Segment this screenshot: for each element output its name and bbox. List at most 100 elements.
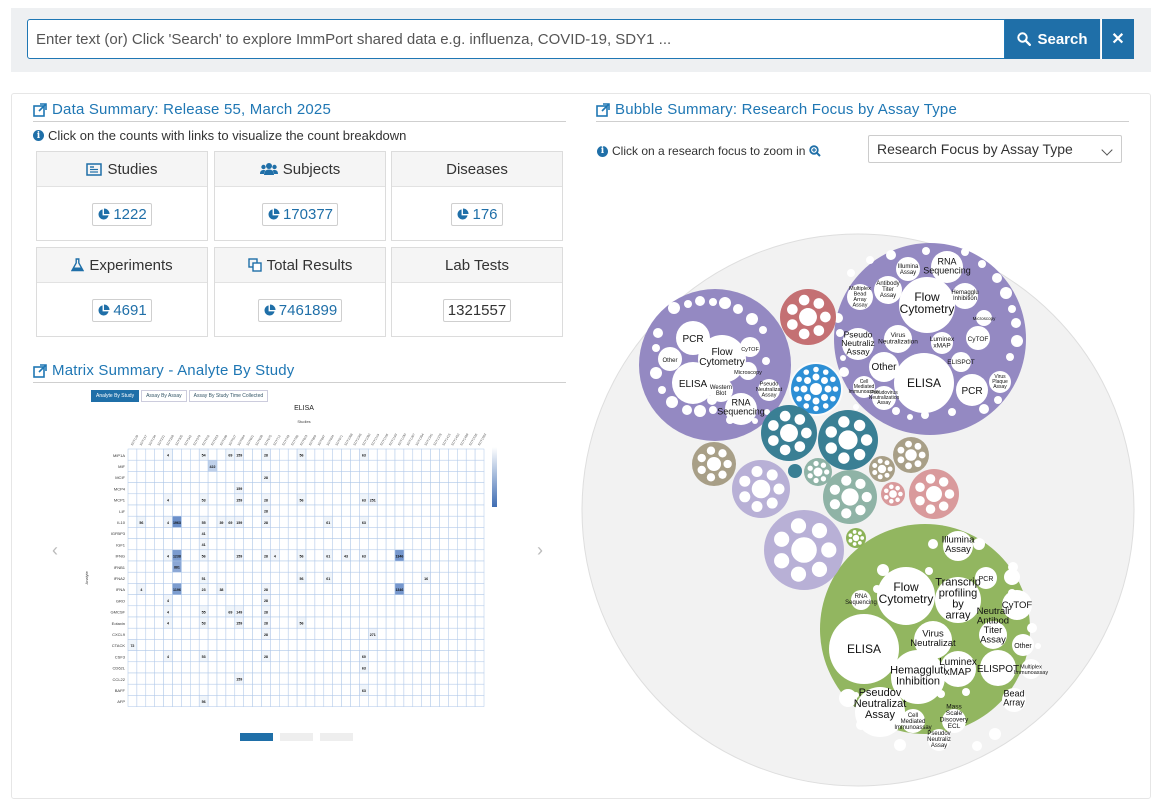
sub-bubble-cell-mediated[interactable]: [853, 376, 875, 398]
sub-bubble[interactable]: [887, 466, 893, 472]
sub-bubble[interactable]: [739, 491, 751, 503]
sub-bubble[interactable]: [779, 410, 791, 422]
matrix-cell-filled[interactable]: [296, 448, 307, 461]
sub-bubble[interactable]: [1006, 353, 1014, 361]
matrix-cell-filled[interactable]: [234, 549, 244, 562]
sub-bubble[interactable]: [848, 533, 853, 538]
sub-bubble[interactable]: [820, 393, 828, 401]
sub-bubble[interactable]: [800, 385, 808, 393]
sub-bubble[interactable]: [764, 409, 770, 415]
sub-bubble[interactable]: [855, 504, 866, 516]
sub-bubble[interactable]: [839, 689, 857, 707]
sub-bubble[interactable]: [825, 442, 837, 454]
sub-bubble[interactable]: [668, 302, 680, 314]
sub-bubble[interactable]: [992, 273, 1002, 283]
sub-bubble-flow-cytometry[interactable]: [899, 277, 955, 333]
matrix-cell-filled[interactable]: [261, 448, 271, 461]
sub-bubble[interactable]: [718, 470, 727, 479]
sub-bubble[interactable]: [682, 405, 692, 415]
sub-bubble[interactable]: [779, 444, 791, 456]
sub-bubble[interactable]: [872, 463, 878, 468]
sub-bubble[interactable]: [872, 470, 878, 475]
matrix-summary-title[interactable]: Matrix Summary - Analyte By Study: [33, 362, 295, 379]
matrix-cell-filled[interactable]: [136, 583, 147, 595]
sub-bubble[interactable]: [787, 319, 798, 330]
sub-bubble-microscopy[interactable]: [739, 362, 757, 380]
sub-bubble[interactable]: [774, 531, 790, 547]
sub-bubble[interactable]: [653, 328, 663, 338]
sub-bubble[interactable]: [840, 355, 846, 361]
sub-bubble[interactable]: [1008, 589, 1016, 597]
sub-bubble[interactable]: [895, 497, 900, 503]
sub-bubble[interactable]: [739, 475, 751, 487]
sub-bubble[interactable]: [857, 540, 862, 545]
bubble-type-select[interactable]: Research Focus by Assay Type: [868, 135, 1122, 163]
sub-bubble[interactable]: [856, 720, 866, 730]
sub-bubble-virus-neutralization[interactable]: [884, 325, 912, 353]
sub-bubble-hemagglutination-inhibition[interactable]: [952, 283, 978, 309]
sub-bubble-flow-cytometry[interactable]: [877, 567, 935, 625]
sub-bubble[interactable]: [707, 395, 717, 405]
sub-bubble[interactable]: [925, 504, 936, 514]
sub-bubble[interactable]: [926, 486, 942, 502]
matrix-cell-filled[interactable]: [234, 616, 244, 629]
sub-bubble[interactable]: [821, 542, 837, 558]
sub-bubble[interactable]: [812, 373, 820, 381]
sub-bubble[interactable]: [794, 414, 806, 425]
sub-bubble[interactable]: [948, 408, 956, 416]
sub-bubble[interactable]: [718, 449, 727, 458]
matrix-cell-filled[interactable]: [394, 549, 405, 562]
sub-bubble[interactable]: [1011, 335, 1023, 347]
sub-bubble[interactable]: [884, 460, 890, 466]
sub-bubble-pcr[interactable]: [676, 321, 710, 355]
sub-bubble[interactable]: [766, 469, 778, 481]
sub-bubble[interactable]: [889, 484, 894, 490]
sub-bubble-microscopy[interactable]: [976, 310, 992, 326]
matrix-cell-filled[interactable]: [172, 583, 182, 595]
sub-bubble-luminex-xmap[interactable]: [931, 332, 953, 354]
sub-bubble[interactable]: [838, 430, 858, 450]
clear-search-button[interactable]: ✕: [1101, 19, 1134, 59]
count-link-total-results[interactable]: 7461899: [257, 298, 343, 322]
sub-bubble[interactable]: [962, 688, 970, 696]
matrix-cell-filled[interactable]: [163, 650, 173, 663]
sub-bubble[interactable]: [852, 530, 857, 534]
sub-bubble[interactable]: [925, 567, 933, 575]
sub-bubble[interactable]: [813, 405, 819, 412]
sub-bubble[interactable]: [889, 490, 897, 498]
sub-bubble[interactable]: [793, 386, 800, 392]
sub-bubble-rna-sequencing[interactable]: [725, 393, 757, 425]
matrix-cell-filled[interactable]: [296, 571, 307, 584]
sub-bubble[interactable]: [706, 456, 722, 472]
sub-bubble[interactable]: [1011, 318, 1021, 328]
sub-bubble[interactable]: [897, 456, 905, 464]
sub-bubble[interactable]: [733, 304, 743, 314]
sub-bubble[interactable]: [839, 367, 849, 377]
matrix-cell-filled[interactable]: [198, 583, 209, 595]
sub-bubble-neutralizing-antibody-titer-assay[interactable]: [979, 621, 1007, 649]
sub-bubble-virus-neutralization[interactable]: [914, 621, 952, 659]
sub-bubble[interactable]: [978, 260, 986, 268]
sub-bubble[interactable]: [813, 325, 825, 336]
sub-bubble[interactable]: [804, 393, 812, 401]
sub-bubble[interactable]: [829, 499, 841, 510]
sub-bubble[interactable]: [892, 407, 900, 415]
sub-bubble[interactable]: [676, 386, 684, 394]
sub-bubble[interactable]: [847, 269, 855, 277]
sub-bubble[interactable]: [994, 396, 1002, 404]
sub-bubble[interactable]: [824, 385, 832, 393]
matrix-cell-filled[interactable]: [198, 448, 209, 461]
matrix-cell-filled[interactable]: [261, 515, 271, 528]
matrix-cell-filled[interactable]: [216, 583, 227, 595]
sub-bubble[interactable]: [841, 508, 852, 519]
search-input[interactable]: [27, 19, 1005, 59]
sub-bubble[interactable]: [811, 561, 828, 577]
sub-bubble-pcr[interactable]: [975, 567, 997, 589]
sub-bubble[interactable]: [746, 313, 758, 325]
carousel-indicator-1[interactable]: [240, 733, 273, 741]
sub-bubble[interactable]: [726, 416, 734, 424]
sub-bubble[interactable]: [820, 476, 827, 482]
matrix-cell-filled[interactable]: [359, 683, 369, 696]
sub-bubble[interactable]: [928, 539, 938, 549]
sub-bubble-other[interactable]: [1012, 634, 1034, 656]
